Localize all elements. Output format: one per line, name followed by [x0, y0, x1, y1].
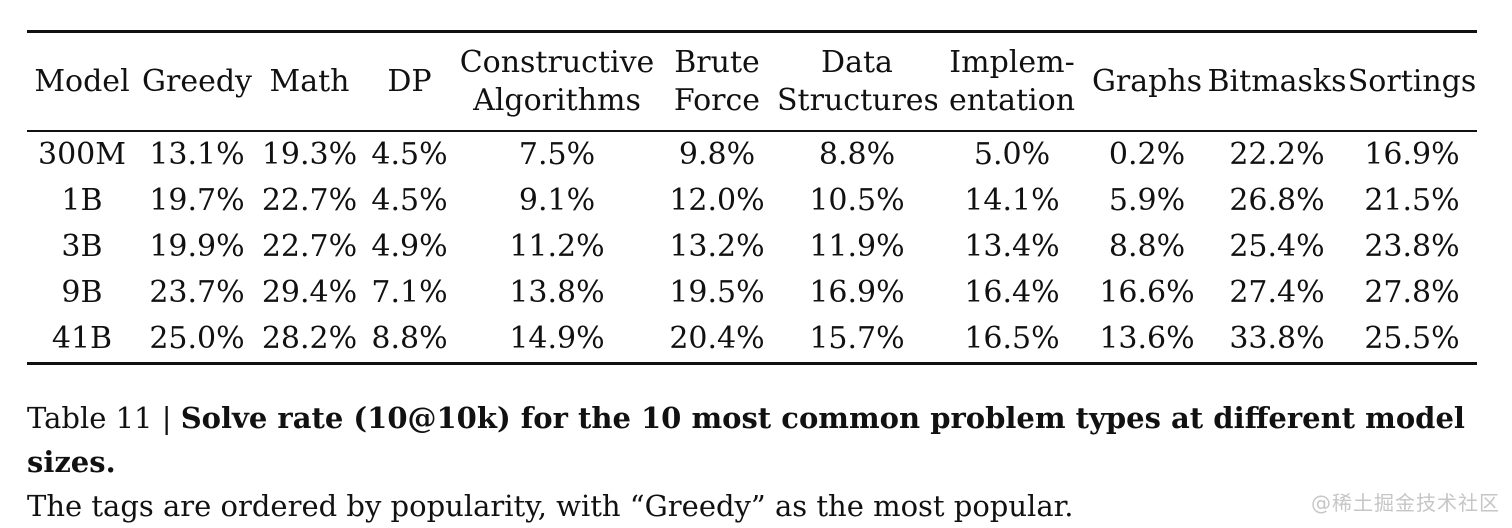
column-header-math: Math	[269, 63, 350, 99]
results-table: Model Greedy Math DP Constructive Algorithms…	[27, 30, 1477, 365]
solve-rate-cell-math: 22.7%	[261, 183, 358, 218]
table-row-9b: 9B 23.7% 29.4% 7.1% 13.8% 19.5% 16.9% 16.4% 16.6…	[27, 270, 1477, 316]
solve-rate-cell-sortings: 27.8%	[1364, 275, 1460, 310]
solve-rate-cell-bitmasks: 33.8%	[1229, 321, 1325, 356]
solve-rate-cell-dp: 7.1%	[371, 275, 448, 310]
column-header-sortings: Sortings	[1347, 63, 1477, 99]
solve-rate-cell-constructive-algorithms: 13.8%	[509, 275, 605, 310]
solve-rate-cell-greedy: 25.0%	[149, 321, 245, 356]
caption-title: Solve rate (10@10k) for the 10 most comm…	[27, 401, 1465, 479]
model-size-cell: 300M	[38, 137, 126, 172]
column-header-implementation: Implem- entation	[948, 45, 1076, 118]
solve-rate-cell-math: 22.7%	[261, 229, 358, 264]
column-header-constructive-algorithms: Constructive Algorithms	[459, 45, 655, 118]
solve-rate-cell-implementation: 5.0%	[973, 137, 1051, 172]
column-header-brute-force: Brute Force	[673, 45, 761, 118]
model-size-cell: 41B	[51, 321, 113, 356]
results-table-wrap: Model Greedy Math DP Constructive Algorithms…	[27, 30, 1512, 365]
solve-rate-cell-graphs: 13.6%	[1099, 321, 1195, 356]
column-header-dp: DP	[387, 63, 432, 99]
solve-rate-cell-greedy: 19.9%	[149, 229, 245, 264]
solve-rate-cell-constructive-algorithms: 11.2%	[509, 229, 605, 264]
solve-rate-cell-math: 29.4%	[261, 275, 358, 310]
solve-rate-cell-constructive-algorithms: 14.9%	[509, 321, 605, 356]
solve-rate-cell-math: 19.3%	[261, 137, 358, 172]
solve-rate-cell-graphs: 8.8%	[1108, 229, 1186, 264]
solve-rate-cell-sortings: 21.5%	[1364, 183, 1460, 218]
column-header-greedy: Greedy	[142, 63, 252, 99]
caption-prefix: Table 11 |	[27, 401, 181, 435]
solve-rate-cell-math: 28.2%	[261, 321, 358, 356]
solve-rate-cell-bitmasks: 26.8%	[1229, 183, 1325, 218]
table-caption-line1: Table 11 | Solve rate (10@10k) for the 1…	[27, 396, 1485, 484]
column-header-bitmasks: Bitmasks	[1207, 63, 1347, 99]
table-row-300m: 300M 13.1% 19.3% 4.5% 7.5% 9.8% 8.8% 5.0% 0.2% 22…	[27, 131, 1477, 178]
solve-rate-cell-brute-force: 20.4%	[669, 321, 765, 356]
solve-rate-cell-brute-force: 12.0%	[669, 183, 765, 218]
solve-rate-cell-dp: 8.8%	[371, 321, 448, 356]
table-caption-line2: The tags are ordered by popularity, with…	[27, 489, 1074, 523]
solve-rate-cell-sortings: 23.8%	[1364, 229, 1460, 264]
watermark: @稀土掘金技术社区	[1311, 491, 1500, 515]
solve-rate-cell-dp: 4.5%	[371, 137, 448, 172]
solve-rate-cell-brute-force: 13.2%	[669, 229, 765, 264]
solve-rate-cell-constructive-algorithms: 9.1%	[518, 183, 596, 218]
table-row-3b: 3B 19.9% 22.7% 4.9% 11.2% 13.2% 11.9% 13.4% 8.8%…	[27, 224, 1477, 270]
model-size-cell: 9B	[61, 275, 103, 310]
solve-rate-cell-graphs: 0.2%	[1108, 137, 1186, 172]
column-header-graphs: Graphs	[1091, 63, 1203, 99]
solve-rate-cell-bitmasks: 27.4%	[1229, 275, 1325, 310]
table-row-1b: 1B 19.7% 22.7% 4.5% 9.1% 12.0% 10.5% 14.1% 5.9% 2…	[27, 178, 1477, 224]
solve-rate-cell-data-structures: 16.9%	[809, 275, 905, 310]
solve-rate-cell-data-structures: 15.7%	[809, 321, 905, 356]
solve-rate-cell-bitmasks: 22.2%	[1229, 137, 1325, 172]
table-header-row: Model Greedy Math DP Constructive Algorithms…	[27, 32, 1477, 131]
solve-rate-cell-data-structures: 10.5%	[809, 183, 905, 218]
model-size-cell: 3B	[61, 229, 103, 264]
solve-rate-cell-sortings: 25.5%	[1364, 321, 1460, 356]
column-header-model: Model	[34, 63, 130, 99]
table-row-41b: 41B 25.0% 28.2% 8.8% 14.9% 20.4% 15.7% 16.5% 13.…	[27, 316, 1477, 364]
solve-rate-cell-brute-force: 19.5%	[669, 275, 765, 310]
solve-rate-cell-data-structures: 11.9%	[809, 229, 905, 264]
table-header: Model Greedy Math DP Constructive Algorithms…	[27, 32, 1477, 131]
solve-rate-cell-implementation: 16.5%	[964, 321, 1060, 356]
solve-rate-cell-dp: 4.9%	[371, 229, 448, 264]
solve-rate-cell-graphs: 16.6%	[1099, 275, 1195, 310]
solve-rate-cell-sortings: 16.9%	[1364, 137, 1460, 172]
solve-rate-cell-dp: 4.5%	[371, 183, 448, 218]
solve-rate-cell-data-structures: 8.8%	[818, 137, 896, 172]
solve-rate-cell-greedy: 13.1%	[149, 137, 245, 172]
solve-rate-cell-constructive-algorithms: 7.5%	[518, 137, 596, 172]
solve-rate-cell-greedy: 23.7%	[149, 275, 245, 310]
table-body: 300M 13.1% 19.3% 4.5% 7.5% 9.8% 8.8% 5.0% 0.2% 22…	[27, 131, 1477, 364]
solve-rate-cell-brute-force: 9.8%	[678, 137, 756, 172]
model-size-cell: 1B	[61, 183, 103, 218]
solve-rate-cell-graphs: 5.9%	[1108, 183, 1186, 218]
solve-rate-cell-implementation: 14.1%	[964, 183, 1060, 218]
solve-rate-cell-bitmasks: 25.4%	[1229, 229, 1325, 264]
solve-rate-cell-greedy: 19.7%	[149, 183, 245, 218]
column-header-data-structures: Data Structures	[777, 45, 937, 118]
solve-rate-cell-implementation: 16.4%	[964, 275, 1060, 310]
table-caption: Table 11 | Solve rate (10@10k) for the 1…	[27, 396, 1485, 528]
solve-rate-cell-implementation: 13.4%	[964, 229, 1060, 264]
